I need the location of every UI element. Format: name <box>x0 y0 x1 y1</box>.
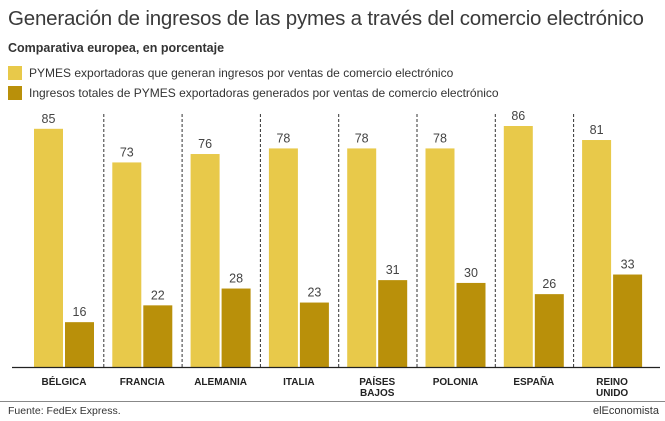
bar-series-1 <box>347 148 377 367</box>
bar-series-1 <box>34 128 63 367</box>
category-label: FRANCIA <box>120 377 165 388</box>
data-label: 28 <box>229 272 243 286</box>
data-label: 26 <box>542 277 556 291</box>
data-label: 86 <box>511 109 525 123</box>
bar-series-1 <box>112 162 142 367</box>
brand-logo-text: elEconomista <box>592 405 659 417</box>
category-label: BÉLGICA <box>42 375 87 388</box>
bar-series-2 <box>378 280 408 367</box>
bar-series-1 <box>190 154 220 367</box>
bar-series-2 <box>613 274 643 367</box>
bar-series-2 <box>221 288 251 367</box>
category-label: ALEMANIA <box>194 377 247 388</box>
bar-series-1 <box>582 140 612 367</box>
data-label: 78 <box>433 131 447 145</box>
bar-series-2 <box>456 282 486 367</box>
data-label: 78 <box>355 131 369 145</box>
source-note: Fuente: FedEx Express. <box>8 405 121 417</box>
category-label: ITALIA <box>283 377 314 388</box>
data-label: 30 <box>464 266 478 280</box>
data-label: 16 <box>73 305 87 319</box>
legend-label-series-2: Ingresos totales de PYMES exportadoras g… <box>29 86 499 100</box>
legend-item-series-1: PYMES exportadoras que generan ingresos … <box>8 66 453 80</box>
legend-label-series-1: PYMES exportadoras que generan ingresos … <box>29 66 454 80</box>
legend-swatch-series-2 <box>8 86 22 100</box>
data-label: 78 <box>276 131 290 145</box>
legend-item-series-2: Ingresos totales de PYMES exportadoras g… <box>8 86 499 100</box>
data-label: 81 <box>590 123 604 137</box>
chart-title: Generación de ingresos de las pymes a tr… <box>8 7 644 30</box>
bar-series-1 <box>503 126 533 367</box>
bar-series-2 <box>299 302 329 367</box>
data-label: 85 <box>42 112 56 126</box>
data-label: 76 <box>198 137 212 151</box>
legend-swatch-series-1 <box>8 66 22 80</box>
chart-subtitle: Comparativa europea, en porcentaje <box>8 41 225 55</box>
category-label: REINO UNIDO <box>596 377 628 399</box>
data-label: 73 <box>120 145 134 159</box>
bar-series-1 <box>425 148 455 367</box>
bar-series-2 <box>143 305 173 367</box>
category-label: ESPAÑA <box>513 375 554 388</box>
category-label: PAÍSES BAJOS <box>359 375 395 399</box>
bar-series-1 <box>268 148 298 367</box>
data-label: 23 <box>307 286 321 300</box>
data-label: 22 <box>151 288 165 302</box>
category-label: POLONIA <box>433 377 479 388</box>
bar-series-2 <box>534 294 564 367</box>
data-label: 33 <box>621 258 635 272</box>
bar-series-2 <box>65 322 94 367</box>
data-label: 31 <box>386 263 400 277</box>
